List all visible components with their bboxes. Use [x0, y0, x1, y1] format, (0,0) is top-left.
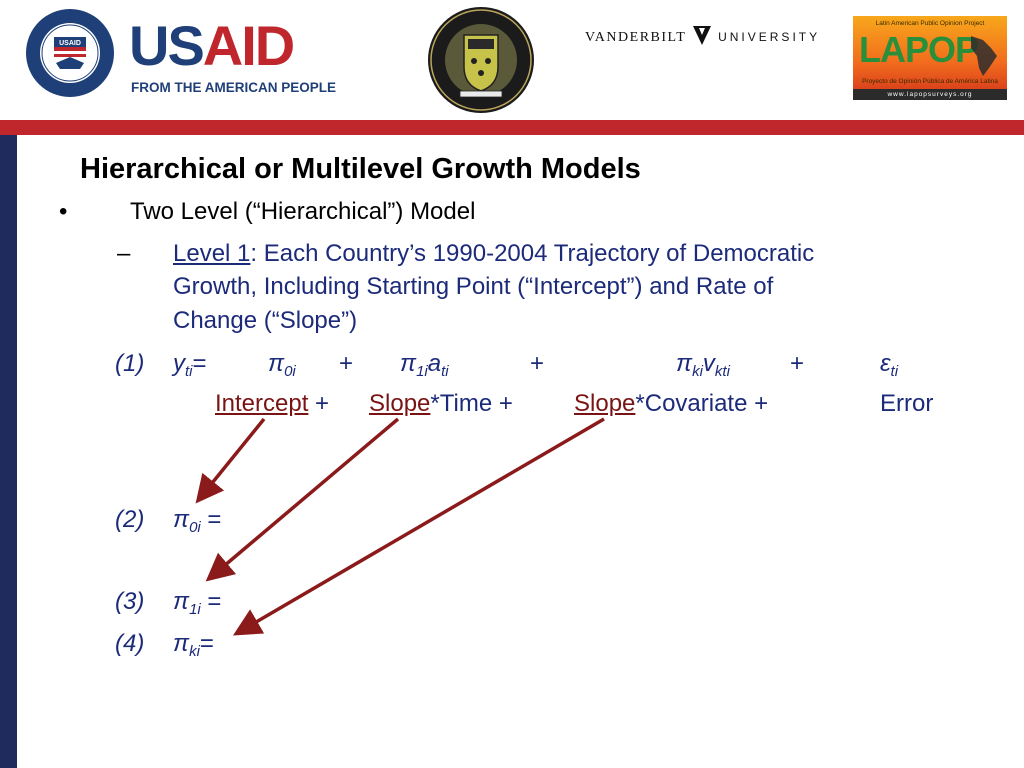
arrow-slope-to-eq3 [205, 417, 400, 582]
vanderbilt-oak-icon [693, 26, 712, 45]
eq1-error-term: εti [880, 350, 899, 380]
usaid-seal-icon: USAID [26, 9, 114, 97]
pitt-seal-icon [428, 7, 534, 113]
slope-covariate-label: Slope*Covariate + [574, 390, 769, 417]
eq1-pi1-term: π1iati [400, 350, 449, 380]
latin-america-map-icon [971, 36, 997, 76]
eq1-y-term: yti= [173, 350, 207, 380]
usaid-tagline: FROM THE AMERICAN PEOPLE [131, 80, 337, 95]
equation-number: (1) [115, 350, 145, 377]
eq1-plus: + [790, 350, 805, 377]
error-label: Error [880, 390, 934, 417]
slope-time-label: Slope*Time + [369, 390, 513, 417]
bullet-text: Two Level (“Hierarchical”) Model [130, 198, 476, 225]
red-divider-band [0, 120, 1024, 135]
intercept-label: Intercept + [215, 390, 330, 417]
eq3-term: π1i = [173, 588, 222, 618]
eq4-term: πki= [173, 630, 214, 660]
usaid-seal-label: USAID [59, 40, 81, 47]
level1-line-3: Change (“Slope”) [173, 307, 358, 334]
level1-line-1: Level 1: Each Country’s 1990-2004 Trajec… [173, 240, 815, 267]
vanderbilt-logo: VANDERBILT UNIVERSITY [585, 24, 820, 46]
left-navy-bar [0, 135, 17, 768]
arrow-covariate-slope-to-eq4 [232, 417, 605, 636]
eq1-pi0-term: π0i [268, 350, 296, 380]
slide-title: Hierarchical or Multilevel Growth Models [80, 153, 641, 185]
bullet-marker: • [59, 198, 68, 225]
lapop-logo: Latin American Public Opinion Project LA… [853, 16, 1007, 100]
eq1-plus: + [530, 350, 545, 377]
equation-number: (4) [115, 630, 145, 657]
level1-line-2: Growth, Including Starting Point (“Inter… [173, 273, 774, 300]
level1-label: Level 1 [173, 240, 251, 267]
equation-number: (2) [115, 506, 145, 533]
arrow-intercept-to-eq2 [195, 417, 266, 504]
eq1-pik-term: πkivkti [676, 350, 730, 380]
eq2-term: π0i = [173, 506, 222, 536]
usaid-wordmark: USAID [129, 14, 295, 77]
eq1-plus: + [339, 350, 354, 377]
dash-marker: – [117, 240, 131, 267]
equation-number: (3) [115, 588, 145, 615]
